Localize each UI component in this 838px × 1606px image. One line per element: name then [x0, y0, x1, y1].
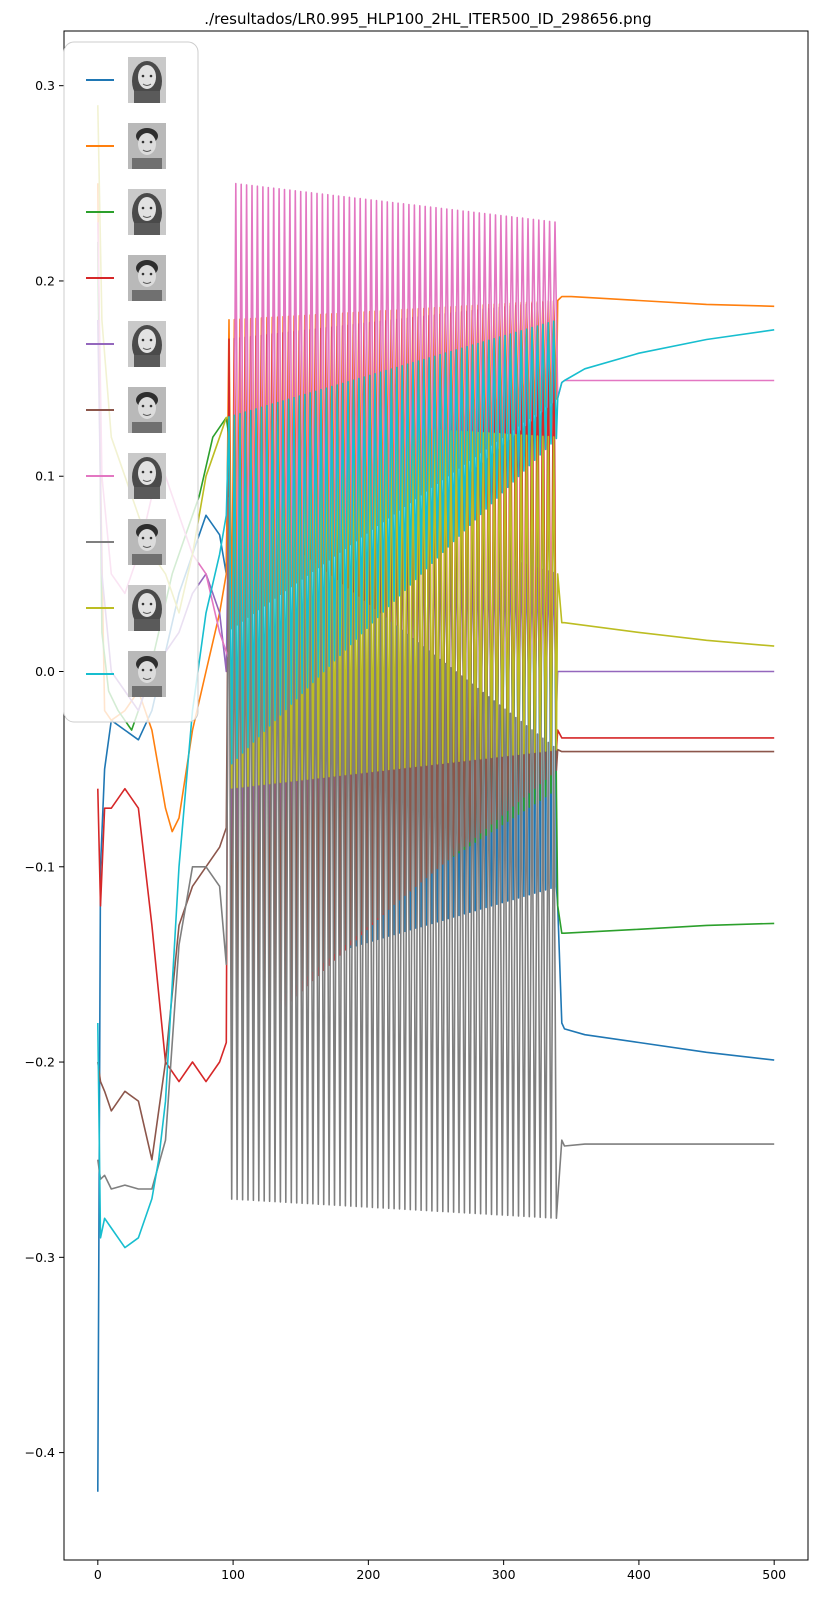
y-tick-label: 0.1 [35, 469, 55, 484]
x-axis: 0 100 200 300 400 500 [94, 1560, 786, 1582]
x-tick-label: 100 [221, 1567, 245, 1582]
y-tick-label: 0.2 [35, 273, 55, 288]
x-tick-label: 200 [356, 1567, 380, 1582]
face-photo-woman-2 [128, 189, 166, 235]
face-photo-man-4 [128, 519, 166, 565]
series-line-8 [97, 497, 775, 1219]
plot-area [63, 30, 809, 1561]
face-photo-woman-5 [128, 585, 166, 631]
legend-entry [86, 255, 166, 301]
legend-entry [86, 519, 166, 565]
x-tick-label: 500 [762, 1567, 786, 1582]
legend-entry [86, 189, 166, 235]
legend-entry [86, 57, 166, 103]
face-photo-woman-4 [128, 453, 166, 499]
x-tick-label: 300 [492, 1567, 516, 1582]
x-tick-label: 0 [94, 1567, 102, 1582]
legend [63, 41, 199, 723]
legend-entry [86, 651, 166, 697]
legend-entry [86, 453, 166, 499]
face-photo-woman-3 [128, 321, 166, 367]
x-tick-label: 400 [627, 1567, 651, 1582]
y-tick-label: −0.2 [25, 1055, 55, 1070]
series-layer [97, 105, 775, 1492]
y-tick-label: 0.3 [35, 78, 55, 93]
y-tick-label: −0.3 [25, 1250, 55, 1265]
face-photo-man-2 [128, 255, 166, 301]
series-line-10 [97, 320, 775, 1249]
face-photo-woman-1 [128, 57, 166, 103]
legend-entry [86, 387, 166, 433]
chart-title: ./resultados/LR0.995_HLP100_2HL_ITER500_… [204, 10, 651, 29]
y-axis: 0.3 0.2 0.1 0.0 −0.1 −0.2 −0.3 −0.4 [25, 78, 64, 1460]
face-photo-man-5 [128, 651, 166, 697]
legend-entry [86, 585, 166, 631]
y-tick-label: −0.1 [25, 859, 55, 874]
face-photo-man-3 [128, 387, 166, 433]
legend-entry [86, 321, 166, 367]
legend-entry [86, 123, 166, 169]
face-photo-man-1 [128, 123, 166, 169]
y-tick-label: −0.4 [25, 1445, 55, 1460]
y-tick-label: 0.0 [35, 664, 55, 679]
